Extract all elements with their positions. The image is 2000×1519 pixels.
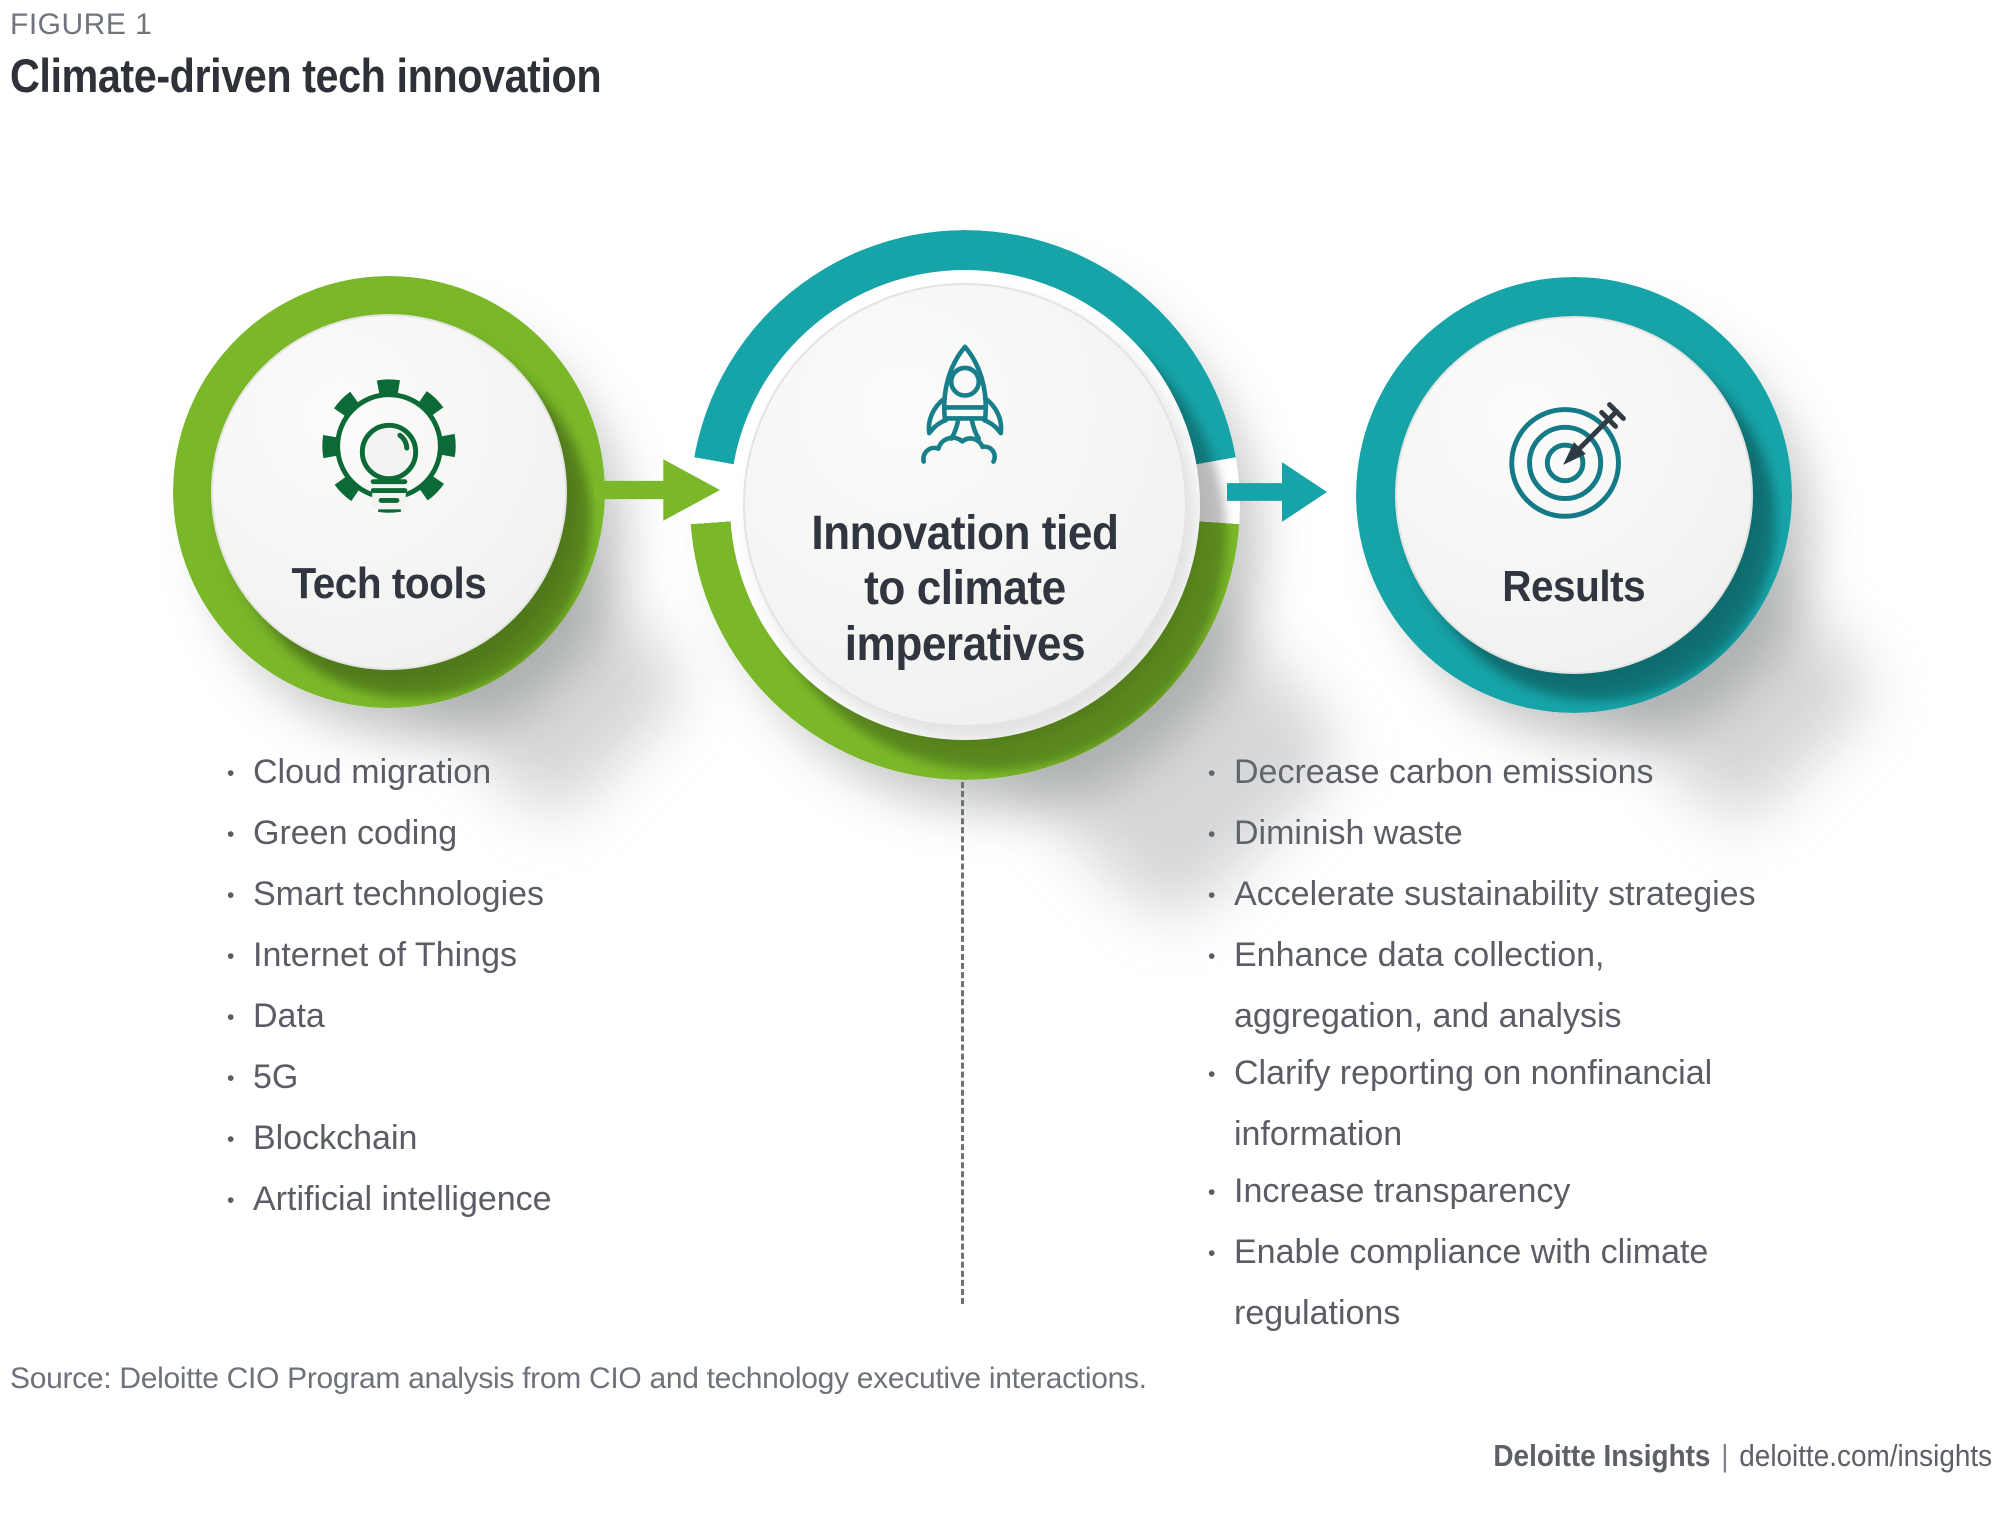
step-label-line: to climate bbox=[864, 562, 1066, 616]
rocket-icon bbox=[921, 344, 1004, 465]
footer-separator: | bbox=[1721, 1438, 1729, 1473]
list-item: Green coding bbox=[227, 805, 787, 866]
dashed-divider bbox=[961, 782, 964, 1304]
step-label-line: Innovation tied bbox=[811, 507, 1119, 561]
figure-title: Climate-driven tech innovation bbox=[10, 49, 602, 102]
list-item: Cloud migration bbox=[227, 744, 787, 805]
footer-brand: Deloitte Insights bbox=[1493, 1438, 1711, 1473]
list-item: Accelerate sustainability strategies bbox=[1208, 866, 1828, 927]
list-item: Diminish waste bbox=[1208, 805, 1828, 866]
list-item: Artificial intelligence bbox=[227, 1171, 787, 1232]
tech-tools-inner-circle: Tech tools bbox=[211, 314, 567, 670]
list-item: Blockchain bbox=[227, 1110, 787, 1171]
flow-arrow-icon bbox=[1227, 462, 1327, 522]
step-label: Innovation tied to climate imperatives bbox=[811, 506, 1119, 672]
footer-url: deloitte.com/insights bbox=[1739, 1438, 1992, 1473]
list-item: Enhance data collection, aggregation, an… bbox=[1208, 927, 1828, 1045]
results-inner-circle: Results bbox=[1395, 316, 1753, 674]
list-item: Increase transparency bbox=[1208, 1163, 1828, 1224]
results-list: Decrease carbon emissions Diminish waste… bbox=[1208, 744, 1828, 1342]
innovation-inner-circle: Innovation tied to climate imperatives bbox=[743, 283, 1187, 727]
gear-lightbulb-icon bbox=[322, 379, 456, 513]
step-tech-tools: Tech tools bbox=[173, 276, 605, 708]
step-label-line: imperatives bbox=[844, 617, 1086, 671]
step-results: Results bbox=[1356, 277, 1792, 713]
step-label: Results bbox=[1502, 561, 1646, 611]
figure-label: FIGURE 1 bbox=[10, 8, 153, 41]
step-label: Tech tools bbox=[291, 558, 487, 608]
list-item: Internet of Things bbox=[227, 927, 787, 988]
target-arrow-icon bbox=[1509, 401, 1626, 519]
footer: Deloitte Insights | deloitte.com/insights bbox=[1493, 1438, 1992, 1474]
list-item: Enable compliance with climate regulatio… bbox=[1208, 1224, 1828, 1342]
source-note: Source: Deloitte CIO Program analysis fr… bbox=[10, 1362, 1147, 1395]
list-item: Clarify reporting on nonfinancial inform… bbox=[1208, 1045, 1828, 1163]
list-item: 5G bbox=[227, 1049, 787, 1110]
tech-tools-list: Cloud migration Green coding Smart techn… bbox=[227, 744, 787, 1232]
list-item: Data bbox=[227, 988, 787, 1049]
step-innovation: Innovation tied to climate imperatives bbox=[690, 230, 1240, 780]
list-item: Smart technologies bbox=[227, 866, 787, 927]
